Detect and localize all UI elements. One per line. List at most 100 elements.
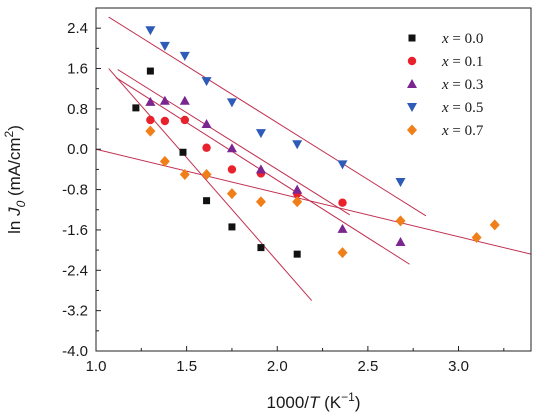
series-1-points xyxy=(146,115,347,207)
legend-label-var: x xyxy=(441,123,449,139)
x-tick-label: 2.5 xyxy=(357,358,378,375)
y-axis-title-var: J xyxy=(5,207,24,217)
legend-label-value: = 0.3 xyxy=(449,77,484,93)
y-axis-title-sub: 0 xyxy=(14,200,28,207)
data-point-s2-5 xyxy=(255,164,266,174)
fit-line-0 xyxy=(108,68,313,301)
legend-label-var: x xyxy=(441,100,449,116)
y-axis-title-sup: 2 xyxy=(2,130,16,137)
legend-entry-1: x = 0.1 xyxy=(407,54,483,70)
x-tick-label: 1.5 xyxy=(176,358,197,375)
x-axis-title-suffix: (K xyxy=(319,393,341,412)
legend-marker-3 xyxy=(407,103,417,112)
data-markers xyxy=(132,26,500,259)
data-point-s1-4 xyxy=(227,165,237,174)
y-axis-title: ln J0 (mA/cm2) xyxy=(2,125,28,234)
legend-label-var: x xyxy=(441,31,449,47)
legend-label-3: x = 0.5 xyxy=(441,100,483,116)
x-axis-title: 1000/T (K−1) xyxy=(266,390,360,412)
data-point-s0-5 xyxy=(257,244,265,252)
legend-label-value: = 0.0 xyxy=(449,31,484,47)
x-axis-title-var: T xyxy=(309,393,321,412)
legend-label-0: x = 0.0 xyxy=(441,31,483,47)
data-point-s1-2 xyxy=(180,115,190,125)
y-tick-label: 0.8 xyxy=(67,101,88,118)
legend-label-var: x xyxy=(441,77,449,93)
legend-marker-4 xyxy=(407,124,417,136)
legend: x = 0.0x = 0.1x = 0.3x = 0.5x = 0.7 xyxy=(407,31,484,139)
legend-label-4: x = 0.7 xyxy=(441,123,484,139)
legend-label-var: x xyxy=(441,54,449,70)
data-point-s4-4 xyxy=(226,188,237,200)
series-4-points xyxy=(145,125,500,259)
legend-label-1: x = 0.1 xyxy=(441,54,483,70)
series-3-points xyxy=(145,26,406,188)
data-point-s0-1 xyxy=(146,67,154,75)
y-tick-label: -1.6 xyxy=(62,222,88,239)
data-point-s1-7 xyxy=(338,198,347,207)
y-axis: 2.4 1.6 0.8 0.0 -0.8 -1.6 -2.4 -3.2 -4.0 xyxy=(62,20,101,360)
x-tick-label: 1.0 xyxy=(86,358,107,375)
series-0-points xyxy=(132,67,301,258)
y-axis-title-units: (mA/cm xyxy=(5,137,24,200)
data-point-s3-4 xyxy=(226,98,237,108)
data-point-s1-0 xyxy=(146,115,155,125)
data-point-s3-0 xyxy=(145,26,156,36)
data-point-s4-8 xyxy=(395,215,406,227)
y-tick-label: 2.4 xyxy=(67,20,88,37)
data-point-s2-4 xyxy=(226,143,237,153)
data-point-s3-6 xyxy=(292,140,303,150)
y-tick-label: -3.2 xyxy=(62,303,88,320)
data-point-s0-4 xyxy=(228,223,236,231)
legend-marker-2 xyxy=(407,79,417,88)
data-point-s3-7 xyxy=(337,160,348,170)
data-point-s3-1 xyxy=(159,41,170,51)
legend-marker-1 xyxy=(407,56,417,66)
data-point-s4-7 xyxy=(337,247,348,259)
data-point-s4-6 xyxy=(292,196,303,208)
data-point-s2-0 xyxy=(145,96,156,106)
data-point-s2-1 xyxy=(159,95,170,105)
legend-entry-0: x = 0.0 xyxy=(408,31,483,47)
x-axis-title-sup: −1 xyxy=(341,390,355,404)
data-point-s0-3 xyxy=(203,197,211,205)
legend-entry-4: x = 0.7 xyxy=(407,123,484,139)
y-tick-label: -0.8 xyxy=(62,182,88,199)
data-point-s2-8 xyxy=(395,237,406,247)
data-point-s3-5 xyxy=(255,129,266,139)
data-point-s3-2 xyxy=(179,51,190,61)
data-point-s4-10 xyxy=(489,219,500,231)
data-point-s1-3 xyxy=(202,143,211,152)
plot-frame xyxy=(95,7,532,352)
data-point-s4-0 xyxy=(145,125,156,137)
x-tick-label: 2.0 xyxy=(267,358,288,375)
data-point-s4-9 xyxy=(471,232,482,244)
y-tick-label: -2.4 xyxy=(62,262,88,279)
fit-line-1 xyxy=(117,69,351,216)
fit-line-4 xyxy=(96,148,531,255)
data-point-s4-2 xyxy=(179,168,190,180)
x-axis: 1.0 1.5 2.0 2.5 3.0 xyxy=(86,346,505,375)
legend-label-value: = 0.5 xyxy=(449,100,484,116)
series-2-points xyxy=(145,95,406,247)
data-point-s3-3 xyxy=(201,77,212,87)
data-point-s4-3 xyxy=(201,168,212,180)
data-point-s2-3 xyxy=(201,119,212,129)
data-point-s0-0 xyxy=(132,104,140,112)
data-point-s3-8 xyxy=(395,178,406,188)
y-axis-title-prefix: ln xyxy=(5,216,24,234)
x-axis-title-close: ) xyxy=(355,393,361,412)
x-axis-title-prefix: 1000/ xyxy=(266,393,309,412)
data-point-s2-6 xyxy=(292,184,303,194)
x-tick-label: 3.0 xyxy=(448,358,469,375)
data-point-s4-1 xyxy=(159,155,170,167)
data-point-s1-1 xyxy=(160,116,170,126)
legend-label-value: = 0.7 xyxy=(449,123,484,139)
legend-label-2: x = 0.3 xyxy=(441,77,483,93)
data-point-s4-5 xyxy=(255,196,266,208)
data-point-s0-6 xyxy=(293,250,301,258)
data-point-s0-2 xyxy=(179,148,187,156)
y-axis-title-close: ) xyxy=(5,125,24,131)
y-tick-label: -4.0 xyxy=(62,343,88,360)
